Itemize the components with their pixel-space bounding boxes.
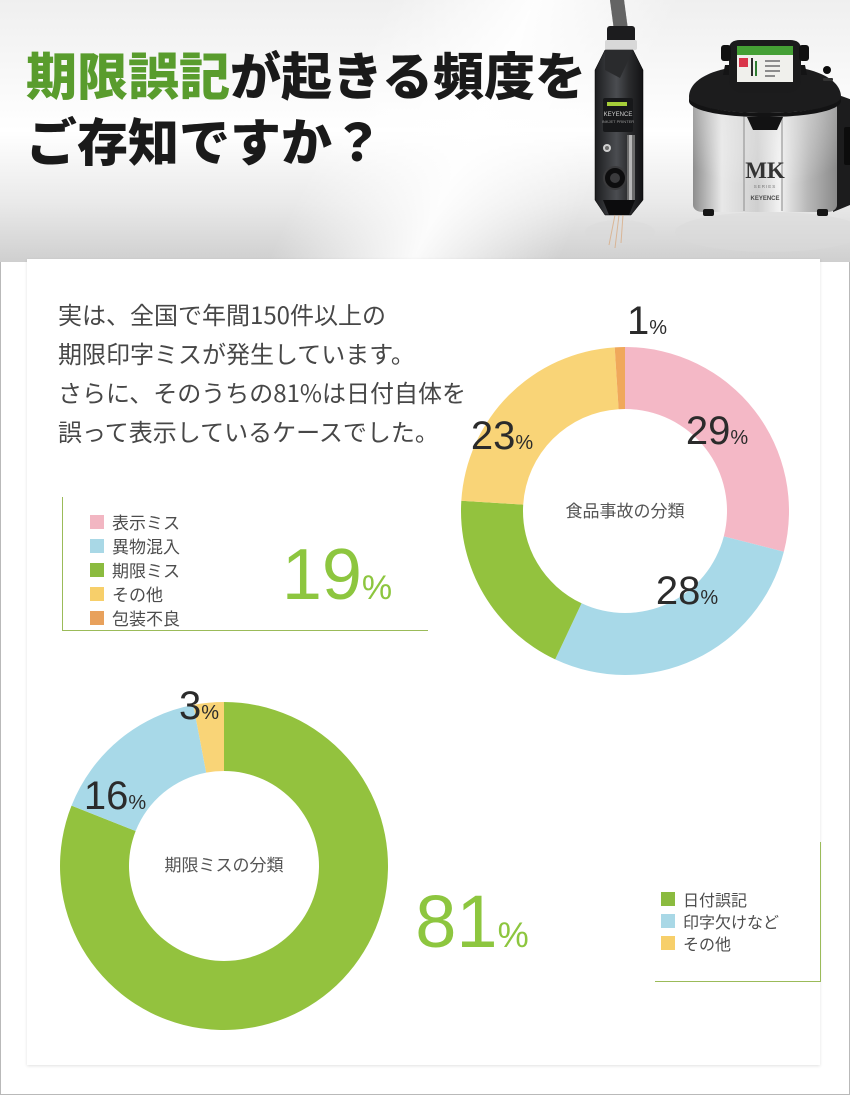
svg-text:1%: 1% — [627, 299, 667, 343]
svg-text:MK: MK — [745, 158, 785, 183]
svg-text:KEYENCE: KEYENCE — [604, 112, 633, 118]
svg-text:期限ミスの分類: 期限ミスの分類 — [165, 851, 284, 876]
svg-text:81%: 81% — [415, 880, 528, 963]
svg-text:KEYENCE: KEYENCE — [750, 196, 779, 202]
svg-text:19%: 19% — [282, 535, 392, 615]
svg-text:SERIES: SERIES — [754, 184, 777, 189]
svg-text:INKJET PRINTER: INKJET PRINTER — [602, 119, 634, 124]
svg-text:3%: 3% — [179, 684, 219, 728]
svg-text:食品事故の分類: 食品事故の分類 — [566, 497, 685, 522]
